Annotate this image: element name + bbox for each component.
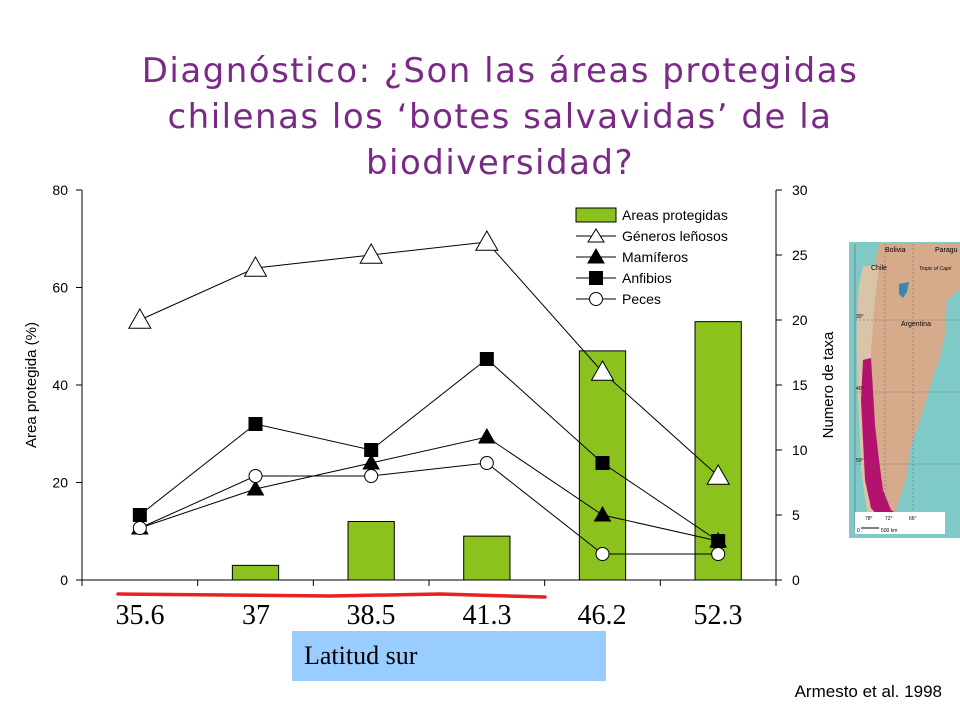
map-label-paraguay: Paragu — [935, 247, 958, 254]
x-tick-label: 37 — [242, 600, 270, 631]
series-point — [364, 443, 379, 457]
series-point — [364, 469, 379, 483]
map-label-tropic: Tropic of Capri — [919, 266, 952, 272]
legend-label: Géneros leñosos — [622, 228, 728, 244]
series-line — [139, 436, 719, 542]
series-point — [479, 456, 494, 470]
map-label-chile: Chile — [871, 265, 887, 272]
legend-swatch-bar — [575, 207, 617, 223]
legend-label: Anfibios — [622, 270, 672, 286]
legend-label: Mamíferos — [622, 249, 688, 265]
bar-areas-protegidas — [231, 564, 280, 581]
y-right-tick-label: 30 — [792, 182, 808, 198]
legend-swatch-marker — [587, 247, 605, 264]
x-tick-label: 35.6 — [115, 600, 165, 631]
y-right-tick-label: 10 — [792, 442, 808, 458]
map-label-bolivia: Bolivia — [885, 247, 906, 254]
series-point — [595, 456, 610, 470]
legend-swatch-marker — [587, 228, 605, 243]
series-point — [246, 479, 265, 496]
south-america-map: Bolivia Paragu Chile Tropic of Capri Arg… — [849, 240, 960, 538]
map-label-argentina: Argentina — [901, 321, 931, 328]
y-left-axis-title: Area protegida (%) — [23, 322, 40, 448]
y-left-tick-label: 40 — [52, 377, 68, 393]
series-point — [243, 255, 268, 277]
series-line — [139, 462, 719, 555]
map-label-scale: 500 km — [881, 528, 897, 534]
legend-label: Peces — [622, 291, 661, 307]
series-point — [711, 534, 726, 548]
x-tick-label: 38.5 — [346, 600, 396, 631]
series-point — [132, 508, 147, 522]
map-label-lon72: 72° — [885, 516, 893, 522]
x-tick-label: 46.2 — [577, 600, 627, 631]
red-underline — [116, 592, 547, 599]
y-left-tick-label: 60 — [52, 280, 68, 296]
series-point — [595, 547, 610, 561]
map-label-lon78: 78° — [865, 516, 873, 522]
legend-swatch-marker — [589, 271, 603, 285]
y-right-axis-title: Numero de taxa — [820, 331, 837, 438]
series-point — [593, 505, 612, 522]
series-point — [474, 229, 499, 251]
y-left-tick-label: 20 — [52, 475, 68, 491]
y-right-tick-label: 0 — [792, 572, 800, 588]
title-line-3: biodiversidad? — [365, 143, 635, 183]
map-label-lat50: 50° — [856, 458, 864, 464]
series-point — [477, 427, 496, 444]
y-left-tick-label: 80 — [52, 182, 68, 198]
bar-areas-protegidas — [463, 535, 511, 581]
legend-swatch-marker — [589, 292, 603, 306]
x-axis-title: Latitud sur — [304, 641, 418, 670]
map-label-lat40: 40° — [856, 386, 864, 392]
slide-title: Diagnóstico: ¿Son las áreas protegidas c… — [60, 48, 940, 186]
series-point — [359, 242, 384, 264]
series-point — [248, 417, 263, 431]
series-point — [479, 352, 494, 366]
series-point — [248, 469, 263, 483]
map-argentina — [869, 244, 960, 518]
title-line-1: Diagnóstico: ¿Son las áreas protegidas — [141, 51, 859, 91]
series-point — [127, 307, 152, 329]
series-point — [711, 547, 726, 561]
y-right-tick-label: 5 — [792, 507, 800, 523]
series-point — [590, 359, 615, 381]
map-label-lat30: 30° — [856, 314, 864, 320]
map-label-lon66: 66° — [909, 516, 917, 522]
y-right-tick-label: 25 — [792, 247, 808, 263]
y-right-tick-label: 20 — [792, 312, 808, 328]
y-right-tick-label: 15 — [792, 377, 808, 393]
series-point — [706, 463, 731, 485]
series-line — [139, 358, 719, 542]
bar-areas-protegidas — [347, 521, 395, 581]
series-line — [139, 241, 719, 477]
series-point — [132, 521, 147, 535]
y-left-tick-label: 0 — [60, 572, 68, 588]
map-protected-areas — [861, 358, 901, 524]
map-label-scale-zero: 0 — [857, 528, 860, 534]
legend-label: Areas protegidas — [622, 207, 728, 223]
x-tick-label: 52.3 — [693, 600, 743, 631]
x-tick-label: 41.3 — [462, 600, 512, 631]
title-line-2: chilenas los ‘botes salvavidas’ de la — [167, 97, 833, 137]
x-axis-title-box: Latitud sur — [292, 631, 606, 681]
citation: Armesto et al. 1998 — [794, 682, 942, 701]
